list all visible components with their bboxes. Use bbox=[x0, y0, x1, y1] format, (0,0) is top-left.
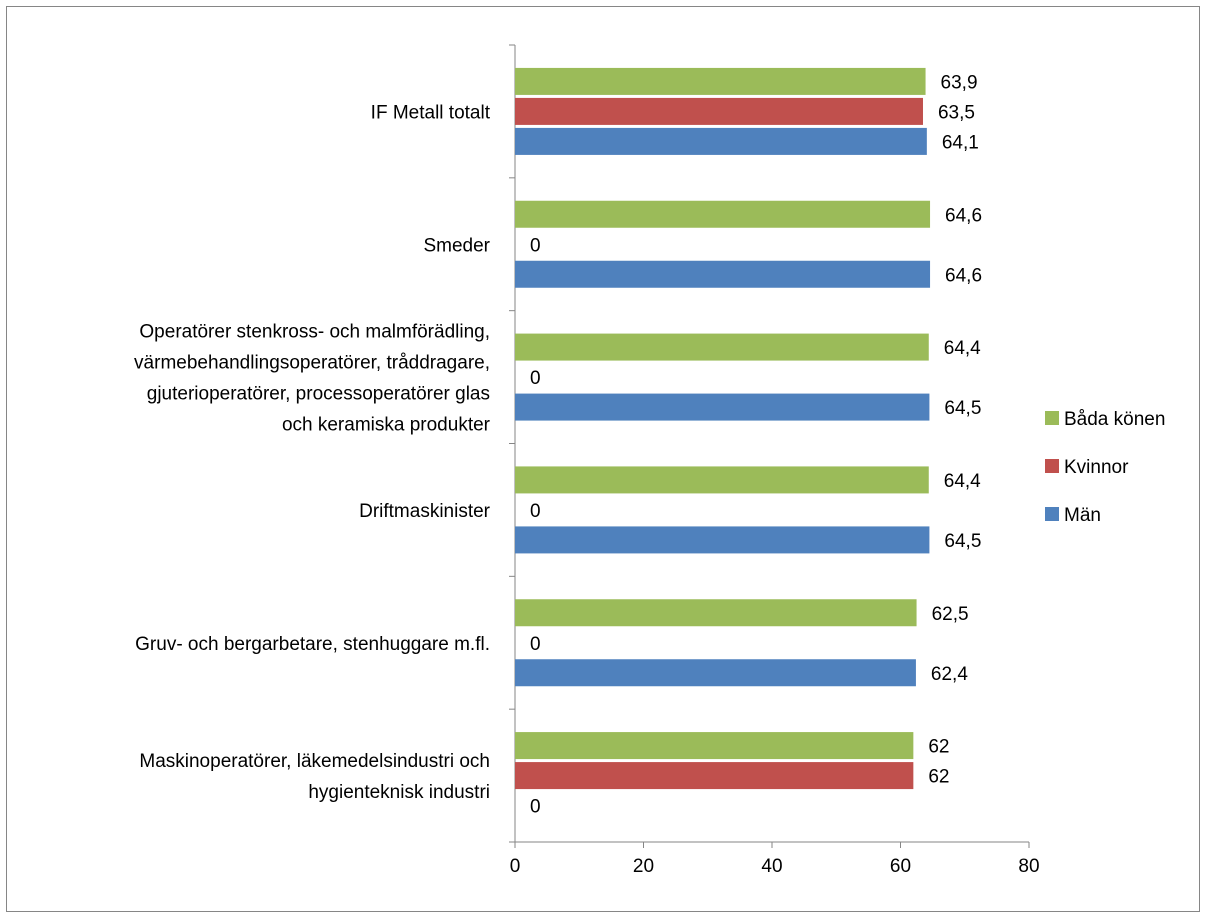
category-label: IF Metall totalt bbox=[371, 102, 491, 123]
legend-swatch bbox=[1045, 411, 1059, 425]
data-label: 64,1 bbox=[942, 132, 979, 153]
chart-frame bbox=[6, 6, 1200, 912]
bar-b-da-k-nen bbox=[515, 333, 929, 361]
category-label: Maskinoperatörer, läkemedelsindustri och bbox=[139, 751, 490, 772]
legend-label: Kvinnor bbox=[1064, 457, 1129, 478]
x-tick-label: 20 bbox=[633, 856, 654, 877]
category-label: gjuterioperatörer, processoperatörer gla… bbox=[147, 384, 490, 405]
legend-label: Båda könen bbox=[1064, 409, 1165, 430]
category-label: Gruv- och bergarbetare, stenhuggare m.fl… bbox=[135, 634, 490, 655]
data-label: 64,6 bbox=[945, 205, 982, 226]
data-label: 63,9 bbox=[941, 72, 978, 93]
bar-b-da-k-nen bbox=[515, 200, 931, 228]
data-label: 0 bbox=[530, 634, 541, 655]
bar-b-da-k-nen bbox=[515, 599, 917, 627]
bar-b-da-k-nen bbox=[515, 67, 926, 95]
category-label: värmebehandlingsoperatörer, tråddragare, bbox=[134, 353, 490, 374]
legend-swatch bbox=[1045, 507, 1059, 521]
data-label: 63,5 bbox=[938, 102, 975, 123]
data-label: 64,4 bbox=[944, 338, 981, 359]
bar-m-n bbox=[515, 260, 931, 288]
bar-kvinnor bbox=[515, 97, 923, 125]
category-label: Smeder bbox=[423, 235, 490, 256]
data-label: 0 bbox=[530, 797, 541, 818]
x-tick-label: 0 bbox=[510, 856, 521, 877]
bar-m-n bbox=[515, 659, 916, 687]
category-label: och keramiska produkter bbox=[282, 415, 491, 436]
data-label: 0 bbox=[530, 501, 541, 522]
legend-label: Män bbox=[1064, 505, 1101, 526]
x-tick-label: 60 bbox=[890, 856, 911, 877]
legend-swatch bbox=[1045, 459, 1059, 473]
bar-kvinnor bbox=[515, 762, 914, 790]
category-label: Driftmaskinister bbox=[359, 501, 491, 522]
bar-m-n bbox=[515, 127, 927, 155]
data-label: 62 bbox=[928, 737, 949, 758]
data-label: 64,5 bbox=[944, 531, 981, 552]
data-label: 64,6 bbox=[945, 265, 982, 286]
data-label: 62,5 bbox=[932, 604, 969, 625]
data-label: 64,5 bbox=[944, 398, 981, 419]
bar-b-da-k-nen bbox=[515, 732, 914, 760]
bar-m-n bbox=[515, 393, 930, 421]
data-label: 62 bbox=[928, 767, 949, 788]
bar-m-n bbox=[515, 526, 930, 554]
data-label: 64,4 bbox=[944, 471, 981, 492]
data-label: 0 bbox=[530, 368, 541, 389]
bar-b-da-k-nen bbox=[515, 466, 929, 494]
category-label: hygienteknisk industri bbox=[308, 782, 490, 803]
data-label: 0 bbox=[530, 235, 541, 256]
x-tick-label: 40 bbox=[761, 856, 782, 877]
x-tick-label: 80 bbox=[1018, 856, 1039, 877]
category-label: Operatörer stenkross- och malmförädling, bbox=[139, 322, 490, 343]
data-label: 62,4 bbox=[931, 664, 968, 685]
